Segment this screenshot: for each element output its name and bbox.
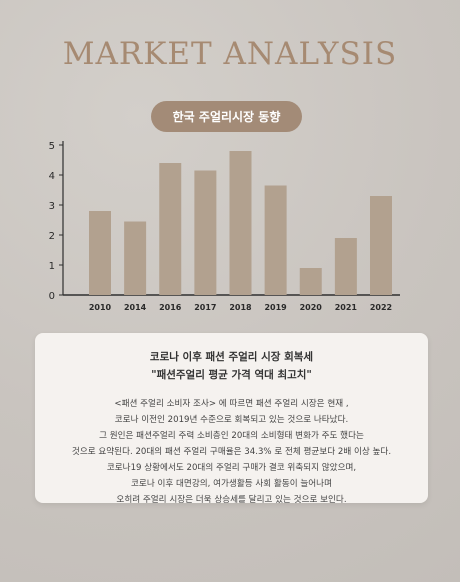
bar-2014 [124, 221, 147, 295]
y-tick-label: 3 [49, 201, 55, 212]
y-tick-label: 4 [49, 171, 55, 182]
x-tick-label: 2014 [124, 303, 147, 312]
x-tick-label: 2021 [335, 303, 358, 312]
x-tick-label: 2020 [300, 303, 323, 312]
card-line: 코로나 이전인 2019년 수준으로 회복되고 있는 것으로 나타났다. [114, 415, 349, 425]
card-title: 코로나 이후 패션 주얼리 시장 회복세 [149, 351, 314, 363]
page-title: MARKET ANALYSIS [62, 36, 398, 72]
bar-2020 [299, 268, 322, 295]
section-badge-label: 한국 주얼리시장 동향 [172, 110, 281, 124]
card-line: 코로나 이후 대면강의, 여가생활등 사회 활동이 늘어나며 [131, 479, 332, 489]
x-tick-label: 2022 [370, 303, 392, 312]
card-line: 코로나19 상황에서도 20대의 주얼리 구매가 결코 위축되지 않았으며, [106, 463, 357, 473]
bar-chart: 0 1 2 3 4 5 2010 2014 2016 2017 2018 2019 2020 2021 20… [49, 141, 400, 312]
bar-2016 [159, 163, 182, 295]
card-line: 그 원인은 패션주얼리 주력 소비층인 20대의 소비형태 변화가 주도 했다는 [99, 431, 364, 441]
x-tick-label: 2018 [229, 303, 252, 312]
bar-2010 [89, 211, 111, 295]
card-body: <패션 주얼리 소비자 조사> 에 따르면 패션 주얼리 시장은 현재 , 코로… [35, 396, 428, 508]
card-line: 오히려 주얼리 시장은 더욱 상승세를 달리고 있는 것으로 보인다. [116, 495, 347, 505]
card-line: 것으로 요약된다. 20대의 패션 주얼리 구매율은 34.3% 로 전체 평균… [71, 447, 392, 457]
x-tick-label: 2019 [264, 303, 287, 312]
x-tick-label: 2010 [89, 303, 112, 312]
card-subtitle: "패션주얼리 평균 가격 역대 최고치" [151, 369, 312, 381]
summary-card: 코로나 이후 패션 주얼리 시장 회복세 "패션주얼리 평균 가격 역대 최고치… [35, 333, 428, 505]
y-tick-label: 5 [49, 141, 55, 152]
bar-2019 [264, 185, 287, 295]
bar-2018 [229, 151, 252, 295]
y-tick-label: 1 [49, 261, 55, 272]
card-line: <패션 주얼리 소비자 조사> 에 따르면 패션 주얼리 시장은 현재 , [114, 399, 349, 409]
x-tick-label: 2016 [159, 303, 182, 312]
section-badge: 한국 주얼리시장 동향 [151, 101, 302, 132]
bar-2021 [334, 238, 357, 295]
x-tick-label: 2017 [194, 303, 216, 312]
y-tick-label: 2 [49, 231, 55, 242]
bar-2022 [370, 196, 392, 295]
bar-2017 [194, 170, 217, 295]
y-tick-label: 0 [49, 291, 55, 302]
